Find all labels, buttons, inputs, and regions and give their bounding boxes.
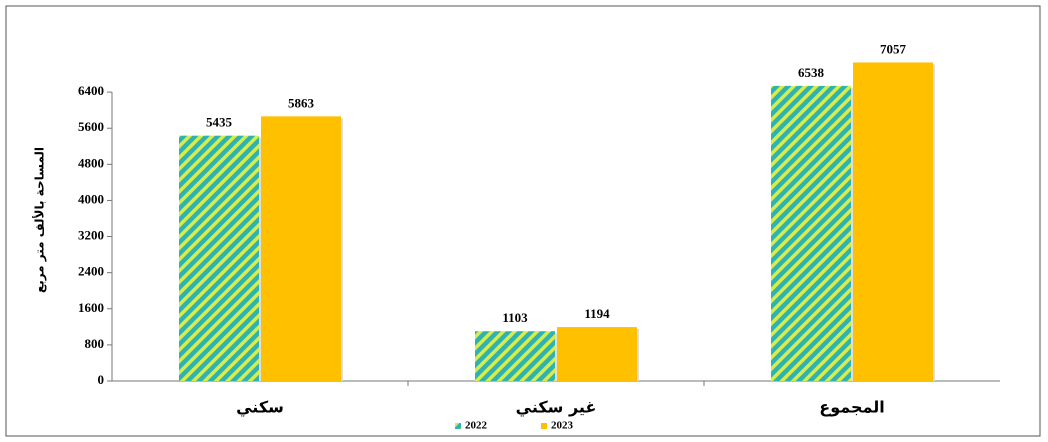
data-label: 6538 [798,65,825,80]
bar [179,135,259,381]
y-tick-label: 6400 [78,83,104,98]
x-tick-label: غير سكني [516,398,597,418]
data-label: 1194 [584,306,610,321]
legend-label: 2023 [551,420,574,432]
data-label: 1103 [502,310,528,325]
x-tick-label: سكني [236,398,284,418]
bar [853,62,933,381]
data-label: 5863 [288,95,315,110]
y-tick-label: 800 [85,336,105,351]
legend-label: 2022 [465,420,488,432]
bar [557,327,637,381]
bar [771,85,851,381]
y-tick-label: 4800 [78,155,104,170]
bar [475,331,555,381]
y-tick-label: 4000 [78,191,104,206]
y-tick-label: 3200 [78,228,104,243]
legend-swatch [455,423,461,429]
y-tick-label: 5600 [78,119,104,134]
legend-swatch [541,423,547,429]
data-label: 7057 [880,41,907,56]
y-tick-label: 1600 [78,300,104,315]
y-tick-label: 0 [98,372,105,387]
y-tick-label: 2400 [78,264,104,279]
bar [261,116,341,381]
y-axis-label: المساحة بالألف متر مربع [32,147,47,293]
data-label: 5435 [206,115,233,130]
x-tick-label: المجموع [819,398,884,417]
